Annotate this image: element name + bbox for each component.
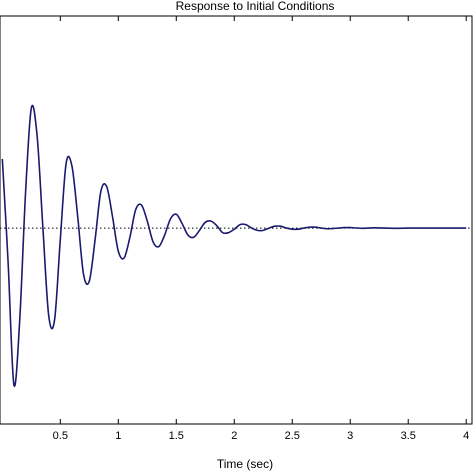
x-tick-label: 4	[463, 430, 469, 442]
x-tick-label: 0.5	[53, 430, 68, 442]
plot-area	[0, 15, 473, 425]
x-axis-ticks: 0.5 1 1.5 2 2.5 3 3.5 4	[53, 16, 469, 442]
x-tick-label: 1.5	[169, 430, 184, 442]
x-tick-label: 3.5	[401, 430, 416, 442]
x-tick-label: 2	[231, 430, 237, 442]
response-series-line	[1, 104, 467, 387]
x-tick-label: 1	[115, 430, 121, 442]
x-axis-label: Time (sec)	[217, 457, 273, 471]
x-tick-label: 2.5	[285, 430, 300, 442]
x-tick-label: 3	[347, 430, 353, 442]
chart-title: Response to Initial Conditions	[176, 0, 335, 13]
series-group	[1, 104, 467, 387]
